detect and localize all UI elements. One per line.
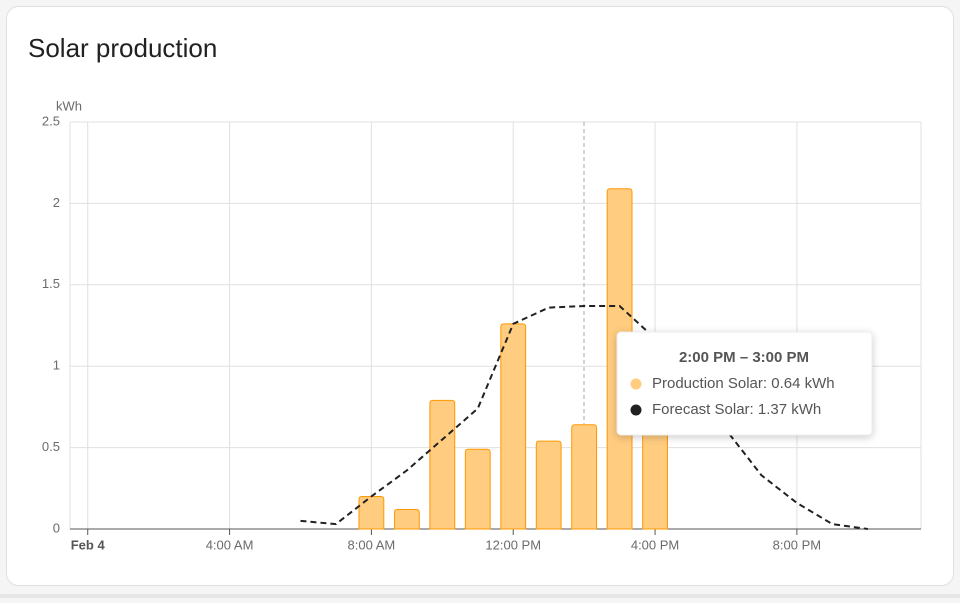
next-card-edge (0, 594, 960, 598)
card-title: Solar production (28, 33, 217, 63)
x-tick-label: Feb 4 (71, 537, 106, 552)
x-tick-label: 4:00 AM (206, 537, 254, 552)
tooltip-box (616, 331, 873, 436)
tooltip-legend-dot (630, 378, 642, 390)
card (6, 6, 954, 586)
y-tick-label: 2.5 (42, 113, 60, 128)
tooltip-item: Production Solar: 0.64 kWh (652, 375, 835, 392)
y-tick-label: 0 (53, 520, 60, 535)
forecast-line (300, 304, 868, 530)
bar (500, 323, 527, 530)
x-tick-label: 12:00 PM (485, 537, 541, 552)
y-axis-unit: kWh (56, 98, 82, 113)
tooltip-legend-dot (630, 404, 642, 416)
bar (571, 424, 598, 530)
bar (358, 495, 385, 530)
bar (429, 399, 456, 530)
y-tick-label: 0.5 (42, 439, 60, 454)
y-tick-label: 2 (53, 195, 60, 210)
y-tick-label: 1.5 (42, 276, 60, 291)
x-tick-label: 8:00 PM (773, 537, 821, 552)
bar (393, 508, 420, 530)
tooltip-title: 2:00 PM – 3:00 PM (679, 349, 809, 366)
x-tick-label: 4:00 PM (631, 537, 679, 552)
x-tick-label: 8:00 AM (348, 537, 396, 552)
y-tick-label: 1 (53, 358, 60, 373)
bar (535, 440, 562, 530)
tooltip-item: Forecast Solar: 1.37 kWh (652, 401, 821, 418)
bar (642, 430, 668, 530)
tooltip: 2:00 PM – 3:00 PM Production Solar: 0.64 … (616, 331, 873, 436)
bar (464, 448, 491, 530)
